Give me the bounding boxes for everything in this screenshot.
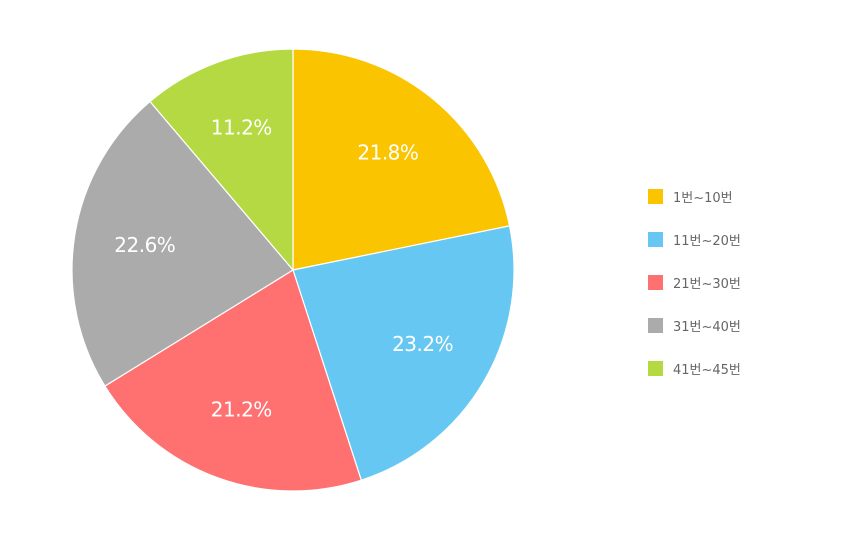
legend-item-1[interactable]: 1번~10번 bbox=[648, 186, 848, 206]
legend-item-2[interactable]: 11번~20번 bbox=[648, 229, 848, 249]
legend-swatch-1 bbox=[648, 188, 663, 204]
legend: 1번~10번 11번~20번 21번~30번 31번~40번 41번~45번 bbox=[648, 186, 848, 401]
pie-slice-3[interactable] bbox=[104, 269, 362, 492]
pie-slices bbox=[71, 48, 515, 492]
legend-label-1: 1번~10번 bbox=[673, 190, 733, 206]
legend-label-5: 41번~45번 bbox=[673, 362, 741, 378]
legend-swatch-3 bbox=[648, 274, 663, 290]
pie-data-label-5: 11.2% bbox=[211, 116, 272, 140]
pie-data-label-3: 21.2% bbox=[211, 397, 272, 421]
legend-swatch-5 bbox=[648, 360, 663, 376]
legend-swatch-4 bbox=[648, 317, 663, 333]
pie-data-labels: 21.8% 23.2% 21.2% 22.6% 11.2% bbox=[114, 116, 453, 422]
legend-label-2: 11번~20번 bbox=[673, 233, 741, 249]
pie-slice-5[interactable] bbox=[149, 48, 294, 271]
legend-swatch-2 bbox=[648, 231, 663, 247]
pie-data-label-4: 22.6% bbox=[114, 233, 175, 257]
legend-label-3: 21번~30번 bbox=[673, 276, 741, 292]
legend-item-3[interactable]: 21번~30번 bbox=[648, 272, 848, 292]
legend-item-4[interactable]: 31번~40번 bbox=[648, 315, 848, 335]
pie-data-label-1: 21.8% bbox=[357, 140, 418, 164]
pie-slice-2[interactable] bbox=[292, 225, 515, 481]
pie-slice-1[interactable] bbox=[292, 48, 511, 271]
pie-slice-4[interactable] bbox=[71, 100, 294, 387]
legend-label-4: 31번~40번 bbox=[673, 319, 741, 335]
legend-item-5[interactable]: 41번~45번 bbox=[648, 358, 848, 378]
pie-data-label-2: 23.2% bbox=[392, 332, 453, 356]
